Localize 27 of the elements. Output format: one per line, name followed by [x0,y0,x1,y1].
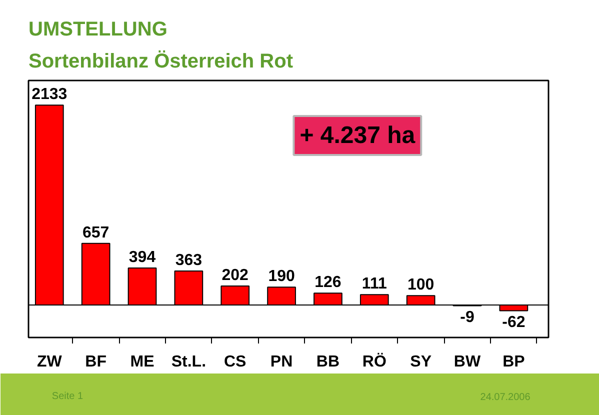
x-tick-label: BB [316,354,340,370]
x-tick-label: BP [502,354,526,370]
data-label: 363 [175,252,202,269]
x-tick-label: BW [454,354,482,370]
data-label: 190 [268,268,295,286]
chart-subtitle: Sortenbilanz Österreich Rot [28,50,294,72]
data-label: 394 [128,249,156,266]
data-label: 126 [314,274,342,292]
x-tick-label: ME [130,354,155,370]
x-tick-label: SY [410,354,432,370]
text: Seite 1 [52,391,84,402]
x-tick-label: CS [224,354,247,370]
data-label: 111 [362,276,387,293]
data-label: -62 [502,314,526,331]
data-label: 2133 [32,86,68,104]
data-label: 657 [82,224,110,242]
chart-title: UMSTELLUNG [28,18,168,40]
x-tick-label: ZW [36,354,63,370]
x-tick-label: PN [270,354,293,370]
text: 24.07.2006 [480,392,531,404]
x-tick-label: St.L. [171,354,206,370]
data-label: 202 [222,267,249,284]
data-label: -9 [460,308,474,326]
data-label: 100 [407,276,434,294]
x-tick-label: BF [85,354,107,370]
x-tick-label: RÖ [362,352,386,370]
annotation: + 4.237 ha [300,122,416,150]
